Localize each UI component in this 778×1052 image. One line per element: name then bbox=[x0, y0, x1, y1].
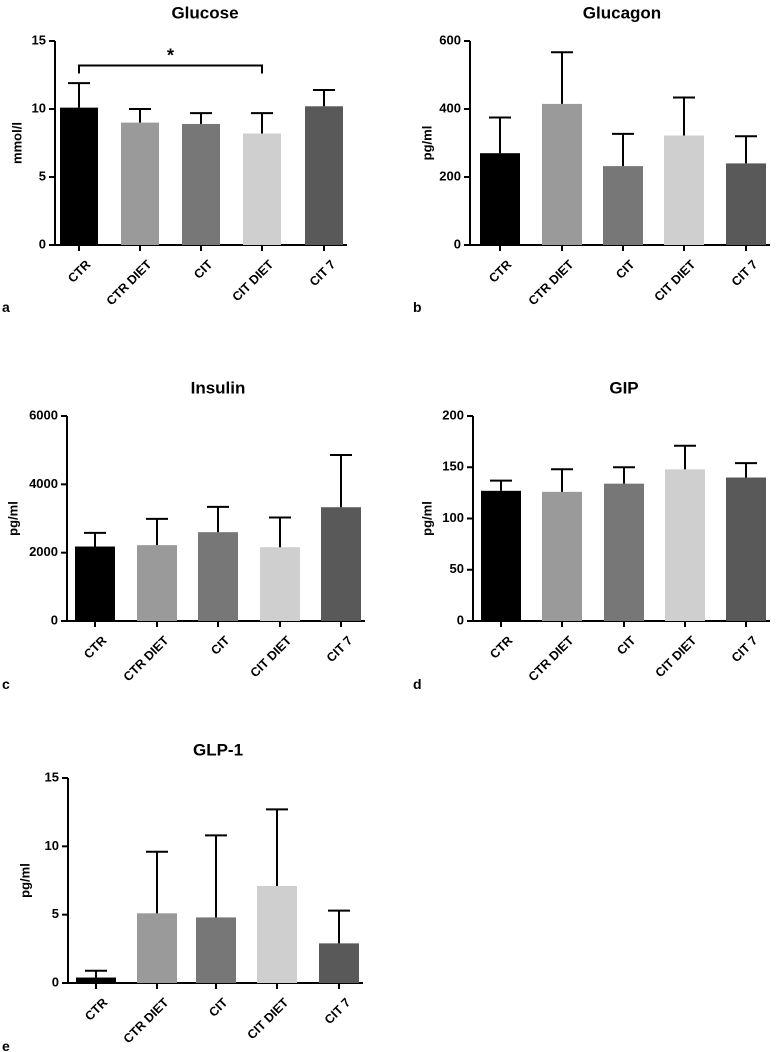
bar bbox=[182, 123, 220, 245]
y-tick-label: 0 bbox=[52, 974, 59, 989]
y-tick-label: 200 bbox=[442, 407, 464, 422]
bar bbox=[75, 546, 115, 621]
bar bbox=[121, 122, 159, 245]
bar bbox=[196, 917, 236, 983]
x-tick-label: CIT 7 bbox=[729, 633, 761, 665]
panel-label: a bbox=[2, 299, 10, 315]
chart-panel-b: Glucagon pg/ml b 0 200 400 600 CTR CTR DIET CIT CI… bbox=[413, 3, 770, 315]
x-tick-label: CTR bbox=[81, 633, 109, 661]
y-axis-label: pg/ml bbox=[419, 501, 434, 536]
panel-label: d bbox=[413, 676, 422, 692]
bar bbox=[137, 913, 177, 983]
y-tick-label: 5 bbox=[52, 906, 59, 921]
y-tick-label: 10 bbox=[45, 838, 59, 853]
bar bbox=[76, 977, 116, 983]
bar bbox=[726, 163, 766, 245]
bar bbox=[260, 547, 300, 621]
bar bbox=[665, 469, 705, 621]
bar bbox=[321, 507, 361, 621]
y-tick-label: 400 bbox=[439, 100, 461, 115]
x-tick-label: CIT 7 bbox=[322, 995, 354, 1027]
y-tick-label: 0 bbox=[39, 236, 46, 251]
bar bbox=[243, 133, 281, 245]
y-axis-label: mmol/l bbox=[9, 122, 24, 164]
x-tick-label: CIT 7 bbox=[324, 633, 356, 665]
x-tick-label: CIT bbox=[613, 257, 637, 281]
chart-panel-a: Glucose mmol/l a 0 5 10 15 CTR CTR DIET CIT CIT DI… bbox=[2, 3, 347, 315]
chart-panel-c: Insulin pg/ml c 0 2000 4000 6000 CTR CTR DIET CIT… bbox=[2, 378, 365, 692]
x-tick-label: CIT DIET bbox=[245, 995, 292, 1042]
x-tick-label: CTR bbox=[486, 257, 514, 285]
x-tick-label: CIT DIET bbox=[652, 257, 699, 304]
panel-label: c bbox=[2, 676, 10, 692]
x-tick-label: CIT DIET bbox=[248, 633, 295, 680]
chart-title: Insulin bbox=[191, 378, 246, 397]
y-tick-label: 600 bbox=[439, 32, 461, 47]
x-tick-label: CIT bbox=[206, 995, 230, 1019]
bar bbox=[198, 532, 238, 621]
x-tick-label: CIT bbox=[208, 633, 232, 657]
x-tick-label: CIT 7 bbox=[729, 257, 761, 289]
chart-panel-d: GIP pg/ml d 0 50 100 150 200 CTR CTR DIET CIT CIT D… bbox=[413, 378, 770, 692]
chart-title: Glucagon bbox=[583, 3, 661, 22]
x-tick-label: CIT DIET bbox=[653, 633, 700, 680]
y-tick-label: 6000 bbox=[29, 407, 58, 422]
y-axis-label: pg/ml bbox=[17, 863, 32, 898]
bar bbox=[305, 106, 343, 245]
bar bbox=[319, 943, 359, 983]
panel-label: e bbox=[2, 1038, 10, 1052]
chart-title: Glucose bbox=[171, 3, 238, 22]
y-tick-label: 15 bbox=[32, 32, 46, 47]
x-tick-label: CTR DIET bbox=[526, 633, 577, 684]
y-tick-label: 0 bbox=[51, 612, 58, 627]
x-tick-label: CTR DIET bbox=[526, 257, 577, 308]
y-tick-label: 15 bbox=[45, 769, 59, 784]
x-tick-label: CTR bbox=[65, 257, 93, 285]
y-tick-label: 2000 bbox=[29, 544, 58, 559]
y-tick-label: 100 bbox=[442, 510, 464, 525]
significance-bracket bbox=[78, 64, 263, 74]
x-tick-label: CTR bbox=[487, 633, 515, 661]
bar bbox=[60, 107, 98, 245]
y-tick-label: 0 bbox=[454, 236, 461, 251]
x-tick-label: CIT bbox=[614, 633, 638, 657]
bar bbox=[480, 153, 520, 245]
significance-marker: * bbox=[167, 45, 174, 65]
bar bbox=[542, 103, 582, 246]
bar bbox=[257, 885, 297, 983]
bar bbox=[137, 545, 177, 621]
y-tick-label: 5 bbox=[39, 168, 46, 183]
bar bbox=[542, 491, 582, 621]
panel-label: b bbox=[413, 299, 422, 315]
chart-title: GLP-1 bbox=[193, 740, 243, 759]
y-tick-label: 200 bbox=[439, 168, 461, 183]
x-tick-label: CIT DIET bbox=[230, 257, 277, 304]
x-tick-label: CTR bbox=[82, 995, 110, 1023]
bar bbox=[604, 483, 644, 621]
x-tick-label: CTR DIET bbox=[121, 995, 172, 1046]
bar bbox=[603, 166, 643, 245]
y-tick-label: 10 bbox=[32, 100, 46, 115]
y-tick-label: 50 bbox=[450, 561, 464, 576]
x-tick-label: CTR DIET bbox=[104, 257, 155, 308]
y-axis-label: pg/ml bbox=[5, 501, 20, 536]
y-tick-label: 0 bbox=[457, 612, 464, 627]
bar bbox=[664, 135, 704, 245]
chart-panel-e: GLP-1 pg/ml e 0 5 10 15 CTR CTR DIET CIT CIT DIET C… bbox=[2, 740, 363, 1052]
y-axis-label: pg/ml bbox=[419, 126, 434, 161]
chart-title: GIP bbox=[609, 378, 638, 397]
x-tick-label: CIT 7 bbox=[307, 257, 339, 289]
bar bbox=[481, 490, 521, 621]
x-tick-label: CTR DIET bbox=[121, 633, 172, 684]
bar bbox=[726, 477, 766, 621]
y-tick-label: 150 bbox=[442, 459, 464, 474]
y-tick-label: 4000 bbox=[29, 476, 58, 491]
x-tick-label: CIT bbox=[191, 257, 215, 281]
